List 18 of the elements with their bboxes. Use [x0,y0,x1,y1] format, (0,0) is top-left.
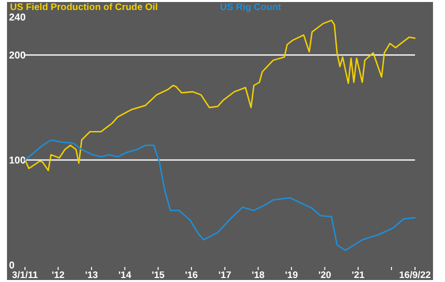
x-tick-label: 3/1/11 [12,270,39,281]
text: US Rig Count [220,2,282,14]
x-tick-label: '12 [52,270,65,281]
x-tick-label: '17 [218,270,232,281]
y-tick-label: 240 [9,12,26,24]
x-tick-label: 16/9/22 [399,270,431,281]
x-tick-label: '19 [285,270,298,281]
x-tick-label: '15 [152,270,166,281]
y-tick-label: 200 [9,50,26,62]
x-tick-label: '16 [185,270,198,281]
x-tick-label: '18 [252,270,265,281]
x-tick-label: '14 [118,270,132,281]
x-tick-label: '20 [318,270,332,281]
y-tick-label: 0 [9,260,15,272]
text: US Field Production of Crude Oil [10,2,158,14]
x-tick-label: '13 [85,270,98,281]
x-tick-label: '21 [352,270,366,281]
y-tick-label: 100 [9,156,26,166]
